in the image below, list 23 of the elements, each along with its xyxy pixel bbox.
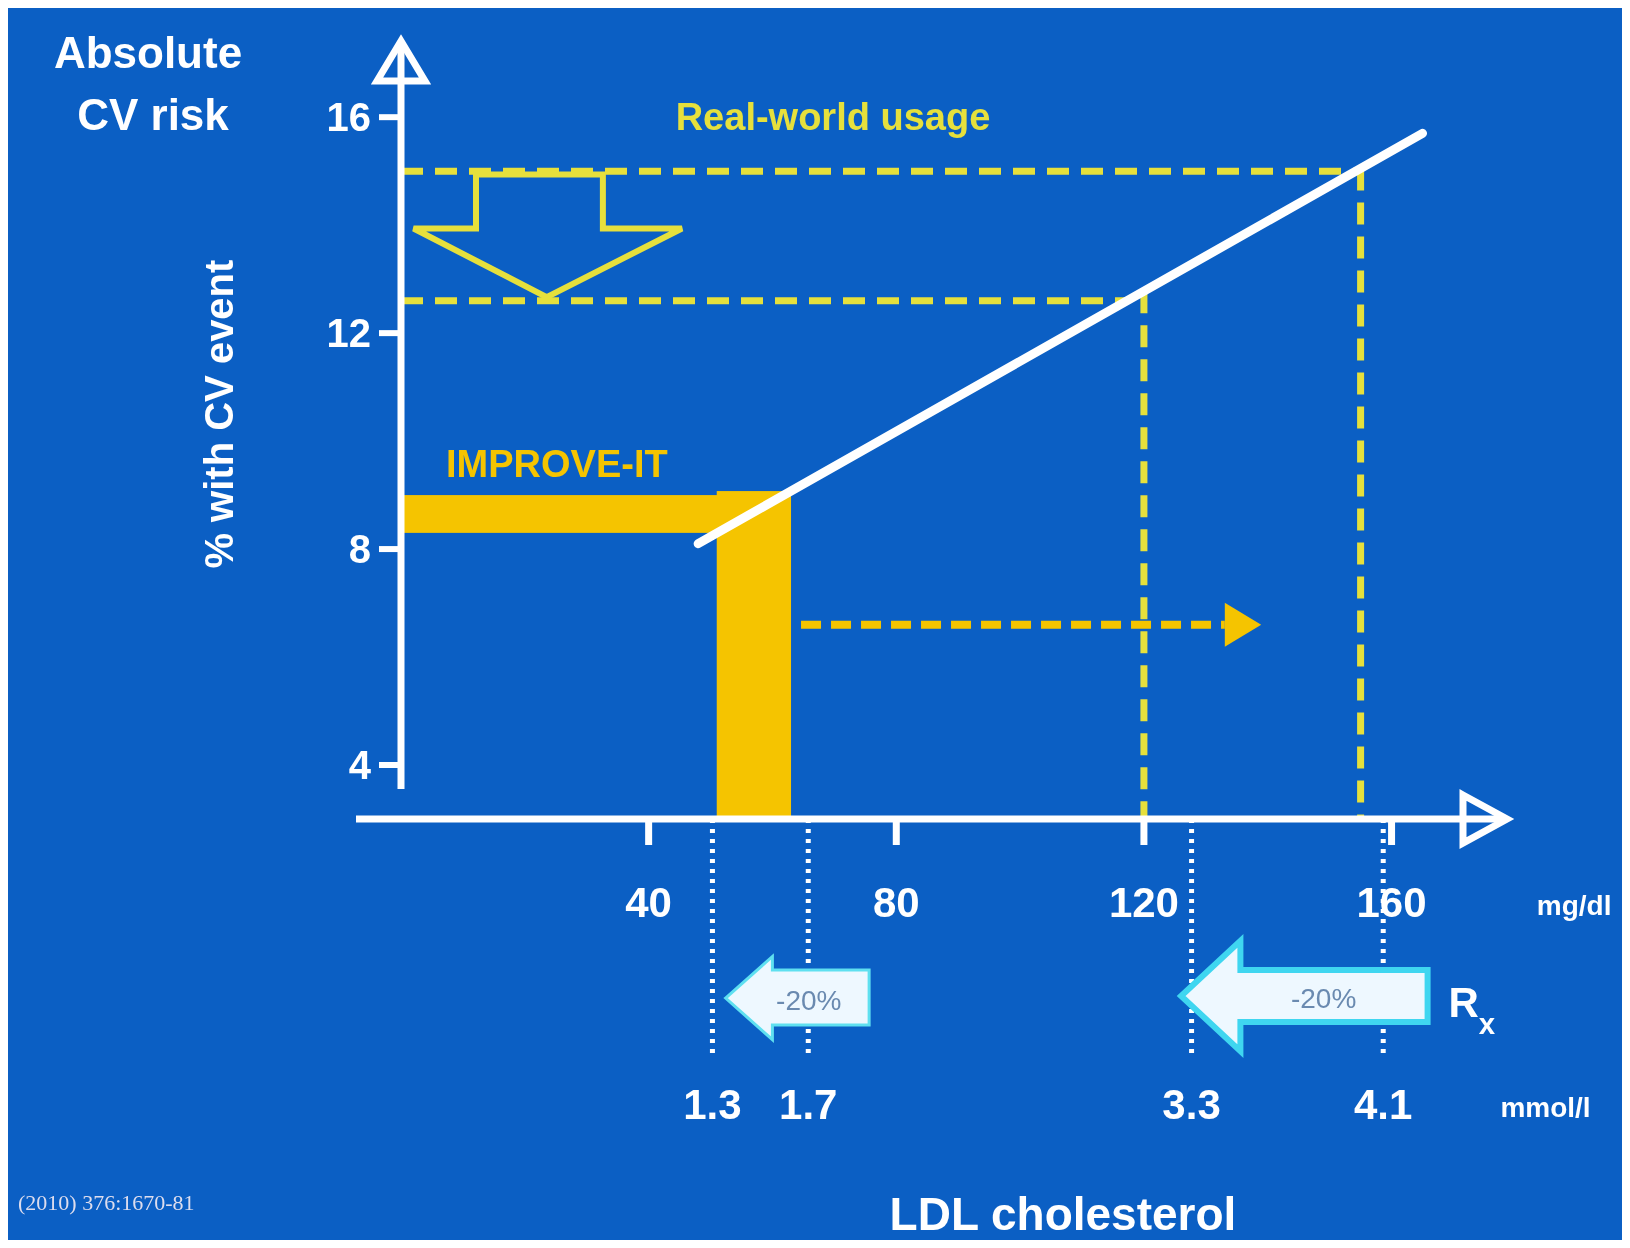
x2-tick-label: 3.3 bbox=[1162, 1081, 1221, 1128]
band-label: IMPROVE-IT bbox=[446, 443, 668, 486]
x-tick-label: 40 bbox=[625, 879, 672, 926]
text: (2010) 376:1670-81 bbox=[18, 1190, 195, 1215]
annotation: Real-world usage bbox=[675, 96, 991, 138]
x2-tick-label: 4.1 bbox=[1354, 1081, 1413, 1128]
x-tick-label: 80 bbox=[872, 879, 920, 926]
text: mg/dl bbox=[1536, 890, 1612, 921]
text: Absolute CV risk bbox=[53, 28, 243, 139]
x2-axis-title: mmol/l bbox=[1500, 1092, 1591, 1123]
x2-tick-label: 1.3 bbox=[683, 1081, 742, 1128]
text: -20% bbox=[776, 984, 842, 1016]
y-tick-label: 4 bbox=[348, 743, 372, 788]
text: R$_{x}$ bbox=[1448, 978, 1496, 1040]
x2-tick-label: 1.7 bbox=[779, 1081, 838, 1128]
text: LDL cholesterol bbox=[889, 1188, 1237, 1240]
x-tick-label: 120 bbox=[1108, 879, 1179, 926]
y-tick-label: 16 bbox=[326, 95, 371, 140]
y-axis-title: % with CV event bbox=[197, 259, 241, 569]
x-tick-label: 160 bbox=[1356, 879, 1427, 926]
text: -20% bbox=[1290, 983, 1357, 1015]
y-tick-label: 12 bbox=[326, 311, 371, 356]
y-tick-label: 8 bbox=[348, 527, 371, 572]
